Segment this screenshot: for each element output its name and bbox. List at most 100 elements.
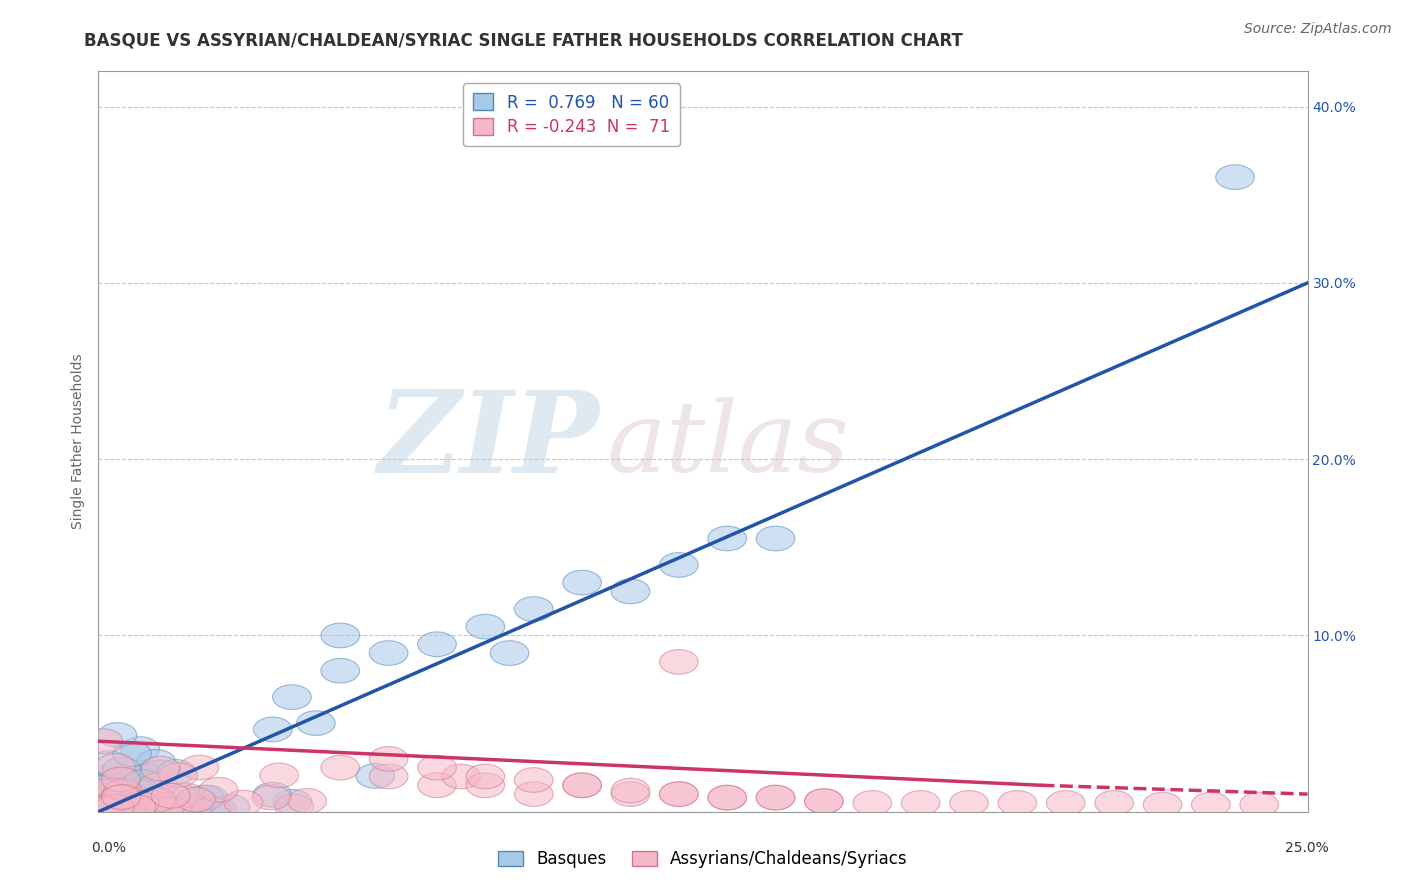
Ellipse shape [756, 526, 794, 551]
Ellipse shape [1143, 792, 1182, 817]
Ellipse shape [105, 785, 143, 809]
Ellipse shape [297, 711, 335, 735]
Ellipse shape [659, 781, 699, 806]
Ellipse shape [84, 797, 122, 822]
Ellipse shape [197, 797, 236, 822]
Ellipse shape [100, 785, 138, 810]
Ellipse shape [101, 785, 141, 809]
Ellipse shape [180, 756, 219, 780]
Text: 25.0%: 25.0% [1285, 841, 1329, 855]
Ellipse shape [659, 552, 699, 577]
Ellipse shape [370, 640, 408, 665]
Ellipse shape [441, 764, 481, 789]
Ellipse shape [659, 781, 699, 806]
Text: ZIP: ZIP [378, 386, 600, 497]
Ellipse shape [1095, 790, 1133, 815]
Ellipse shape [1191, 792, 1230, 817]
Ellipse shape [562, 773, 602, 797]
Ellipse shape [252, 785, 291, 810]
Ellipse shape [159, 783, 198, 807]
Ellipse shape [84, 772, 124, 797]
Ellipse shape [804, 789, 844, 814]
Ellipse shape [707, 785, 747, 810]
Ellipse shape [321, 756, 360, 780]
Ellipse shape [804, 789, 844, 814]
Ellipse shape [321, 624, 360, 648]
Ellipse shape [125, 764, 163, 789]
Ellipse shape [84, 780, 122, 805]
Ellipse shape [188, 785, 228, 810]
Ellipse shape [122, 797, 162, 822]
Ellipse shape [114, 794, 153, 819]
Text: BASQUE VS ASSYRIAN/CHALDEAN/SYRIAC SINGLE FATHER HOUSEHOLDS CORRELATION CHART: BASQUE VS ASSYRIAN/CHALDEAN/SYRIAC SINGL… [84, 31, 963, 49]
Ellipse shape [122, 780, 162, 805]
Ellipse shape [121, 737, 160, 762]
Text: Source: ZipAtlas.com: Source: ZipAtlas.com [1244, 22, 1392, 37]
Ellipse shape [273, 685, 311, 709]
Ellipse shape [707, 785, 747, 810]
Ellipse shape [418, 756, 457, 780]
Text: atlas: atlas [606, 398, 849, 493]
Ellipse shape [180, 789, 218, 814]
Ellipse shape [96, 795, 134, 820]
Ellipse shape [370, 747, 408, 772]
Ellipse shape [370, 764, 408, 789]
Ellipse shape [260, 763, 298, 788]
Ellipse shape [288, 789, 326, 814]
Ellipse shape [132, 796, 172, 821]
Ellipse shape [276, 795, 314, 819]
Ellipse shape [159, 763, 197, 788]
Ellipse shape [465, 773, 505, 797]
Ellipse shape [491, 640, 529, 665]
Ellipse shape [84, 797, 122, 822]
Ellipse shape [129, 785, 169, 809]
Ellipse shape [112, 790, 150, 814]
Legend: R =  0.769   N = 60, R = -0.243  N =  71: R = 0.769 N = 60, R = -0.243 N = 71 [464, 83, 681, 146]
Ellipse shape [96, 754, 135, 778]
Ellipse shape [145, 797, 184, 822]
Ellipse shape [107, 784, 145, 808]
Ellipse shape [84, 729, 122, 754]
Ellipse shape [186, 785, 224, 810]
Ellipse shape [949, 790, 988, 815]
Ellipse shape [515, 768, 553, 792]
Ellipse shape [756, 785, 794, 810]
Ellipse shape [853, 790, 891, 815]
Ellipse shape [176, 788, 215, 812]
Ellipse shape [152, 783, 190, 808]
Ellipse shape [98, 723, 136, 747]
Ellipse shape [211, 795, 250, 819]
Ellipse shape [659, 649, 699, 674]
Ellipse shape [84, 795, 122, 819]
Ellipse shape [84, 797, 122, 822]
Y-axis label: Single Father Households: Single Father Households [72, 354, 86, 529]
Ellipse shape [139, 773, 177, 798]
Ellipse shape [104, 780, 142, 804]
Ellipse shape [111, 783, 149, 808]
Ellipse shape [612, 781, 650, 806]
Ellipse shape [1216, 165, 1254, 189]
Ellipse shape [128, 796, 167, 820]
Ellipse shape [136, 749, 176, 774]
Ellipse shape [135, 785, 174, 810]
Ellipse shape [166, 783, 204, 808]
Ellipse shape [124, 770, 162, 795]
Ellipse shape [465, 764, 505, 789]
Ellipse shape [173, 794, 211, 819]
Ellipse shape [612, 579, 650, 604]
Ellipse shape [101, 780, 141, 805]
Ellipse shape [707, 526, 747, 551]
Ellipse shape [94, 779, 134, 803]
Ellipse shape [153, 797, 193, 822]
Ellipse shape [90, 751, 128, 775]
Ellipse shape [193, 797, 231, 822]
Ellipse shape [465, 615, 505, 639]
Ellipse shape [84, 797, 122, 822]
Ellipse shape [93, 797, 132, 822]
Ellipse shape [117, 795, 156, 820]
Text: 0.0%: 0.0% [91, 841, 127, 855]
Ellipse shape [141, 760, 180, 785]
Ellipse shape [901, 790, 941, 815]
Ellipse shape [134, 791, 173, 815]
Ellipse shape [515, 597, 553, 622]
